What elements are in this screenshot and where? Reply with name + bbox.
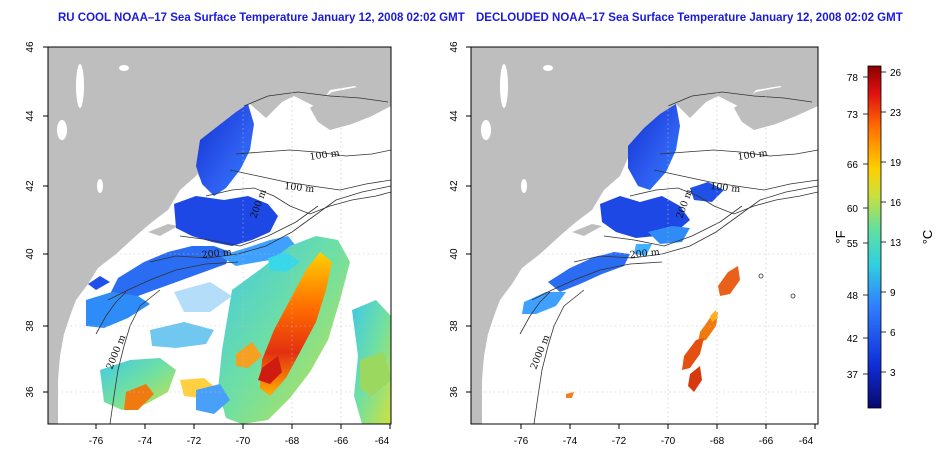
lon-tick-label: -66 (334, 436, 349, 447)
lat-tick-label: 40 (25, 248, 36, 260)
panel-1-isobaths (95, 91, 391, 424)
panel-1-title: RU COOL NOAA–17 Sea Surface Temperature … (58, 12, 465, 24)
panel-2-lat-axis: 46 44 42 40 38 36 (449, 41, 471, 398)
panel-2-sst-cold (522, 104, 724, 314)
colorbar-f-tick: 78 (847, 73, 859, 84)
colorbar-f-tick: 48 (847, 291, 859, 302)
colorbar-f-tick: 55 (847, 239, 859, 250)
lon-tick-label: -76 (89, 436, 104, 447)
lat-tick-label: 42 (449, 180, 460, 192)
lon-tick-label: -64 (799, 436, 814, 447)
panel-1-frame (47, 46, 392, 425)
lat-tick-label: 46 (449, 41, 460, 53)
panel-2-isobaths (519, 91, 818, 424)
colorbar-fahrenheit-label: °F (833, 230, 848, 243)
panel-2-isobath-label: 100 m (710, 181, 741, 195)
colorbar-f-tick: 66 (847, 160, 859, 171)
colorbar-f-tick: 37 (847, 370, 859, 381)
lat-tick-label: 44 (25, 110, 36, 122)
colorbar: 78 73 66 60 55 48 42 37 26 23 19 16 13 9… (833, 65, 935, 409)
lat-tick-label: 36 (25, 386, 36, 398)
lat-tick-label: 44 (449, 110, 460, 122)
panel-2-lon-axis: -76 -74 -72 -70 -68 -66 -64 (514, 424, 816, 447)
panel-2-land (471, 47, 818, 424)
colorbar-c-tick: 19 (890, 158, 902, 169)
colorbar-f-tick: 73 (847, 110, 859, 121)
panel-1-sst-warm (100, 236, 391, 424)
panel-2-map: 100 m 100 m 200 m 200 m 2000 m 46 44 42 … (449, 41, 819, 447)
lon-tick-label: -68 (710, 436, 725, 447)
panel-1-land (48, 47, 391, 424)
panel-2-sst-warm (566, 266, 740, 398)
panel-1-lat-axis: 46 44 42 40 38 36 (25, 41, 48, 398)
panel-1-lon-axis: -76 -74 -72 -70 -68 -66 -64 (89, 424, 391, 447)
lon-tick-label: -72 (612, 436, 627, 447)
lon-tick-label: -74 (563, 436, 578, 447)
panel-1-isobath-label: 200 m (201, 247, 232, 261)
colorbar-f-tick: 42 (847, 334, 859, 345)
panel-2-grid (471, 47, 818, 424)
colorbar-c-tick: 13 (890, 238, 902, 249)
colorbar-c-tick: 16 (890, 198, 902, 209)
lat-tick-label: 38 (449, 320, 460, 332)
lon-tick-label: -70 (661, 436, 676, 447)
lat-tick-label: 40 (449, 248, 460, 260)
lon-tick-label: -70 (236, 436, 251, 447)
lon-tick-label: -68 (285, 436, 300, 447)
panel-2-title: DECLOUDED NOAA–17 Sea Surface Temperatur… (476, 12, 903, 24)
colorbar-c-tick: 26 (890, 68, 902, 79)
lat-tick-label: 42 (25, 180, 36, 192)
colorbar-c-tick: 6 (890, 328, 896, 339)
lat-tick-label: 38 (25, 320, 36, 332)
lat-tick-label: 36 (449, 386, 460, 398)
panel-2-isobath-label: 100 m (737, 148, 768, 163)
colorbar-celsius-label: °C (920, 230, 935, 245)
colorbar-c-tick: 3 (890, 368, 896, 379)
lon-tick-label: -64 (375, 436, 390, 447)
lon-tick-label: -76 (514, 436, 529, 447)
colorbar-ramp (867, 65, 882, 409)
lon-tick-label: -74 (138, 436, 153, 447)
colorbar-f-tick: 60 (847, 204, 859, 215)
lat-tick-label: 46 (25, 41, 36, 53)
lon-tick-label: -72 (187, 436, 202, 447)
colorbar-c-tick: 9 (890, 288, 896, 299)
panel-1-map: 100 m 100 m 200 m 200 m 2000 m 46 44 42 … (25, 41, 392, 447)
panel-1-grid (48, 47, 391, 424)
panel-2-frame (470, 46, 819, 425)
panel-2-isobath-label: 200 m (629, 247, 660, 261)
lon-tick-label: -66 (759, 436, 774, 447)
panel-1-isobath-label: 100 m (284, 181, 315, 195)
panel-1-isobath-label: 100 m (309, 148, 340, 163)
colorbar-c-tick: 23 (890, 108, 902, 119)
